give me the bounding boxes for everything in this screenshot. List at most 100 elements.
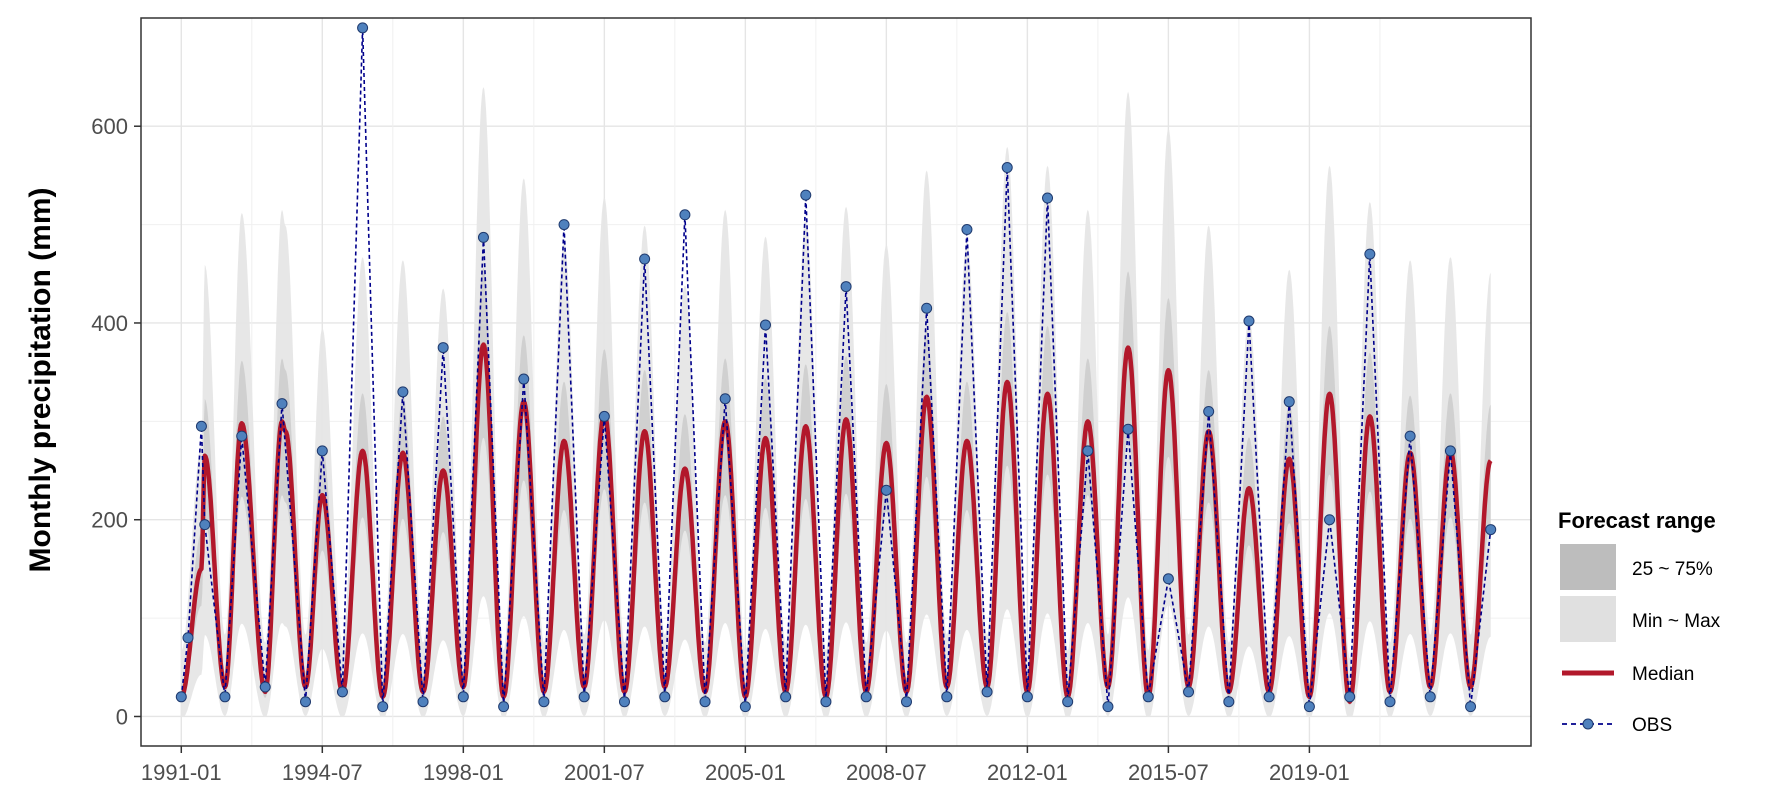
obs-point (739, 701, 751, 713)
obs-point (800, 189, 812, 201)
legend-key-minmax (1560, 596, 1616, 642)
band-min-max (181, 87, 1491, 717)
obs-point (1324, 514, 1336, 526)
obs-point (1404, 430, 1416, 442)
x-tick-label: 1994-07 (282, 760, 363, 785)
y-tick-label: 0 (116, 704, 128, 729)
obs-point (1001, 162, 1013, 174)
obs-point (300, 696, 312, 708)
y-tick-label: 400 (91, 311, 128, 336)
legend-label-obs: OBS (1632, 715, 1672, 736)
obs-point (1384, 696, 1396, 708)
obs-line (180, 27, 1492, 707)
obs-point (437, 342, 449, 354)
x-tick-label: 2019-01 (1269, 760, 1350, 785)
obs-point (1344, 691, 1356, 703)
obs-point (1465, 701, 1477, 713)
obs-point (219, 691, 231, 703)
obs-point (1444, 445, 1456, 457)
obs-point (941, 691, 953, 703)
x-tick-label: 2015-07 (1128, 760, 1209, 785)
obs-point (1122, 423, 1134, 435)
obs-point (1102, 701, 1114, 713)
obs-point (1303, 701, 1315, 713)
obs-point (880, 484, 892, 496)
legend-title: Forecast range (1558, 508, 1716, 533)
obs-point (259, 681, 271, 693)
legend-label-minmax: Min ~ Max (1632, 611, 1721, 632)
obs-point (1424, 691, 1436, 703)
obs-point (538, 696, 550, 708)
obs-point (357, 22, 369, 34)
obs-point (1203, 406, 1215, 418)
obs-point (659, 691, 671, 703)
plot-panel-border (140, 17, 1532, 747)
obs-point (679, 209, 691, 221)
obs-series (175, 22, 1497, 713)
x-tick-label: 2012-01 (987, 760, 1068, 785)
obs-point (860, 691, 872, 703)
obs-point (921, 302, 933, 314)
median-line (179, 342, 1493, 704)
x-tick-label: 1998-01 (423, 760, 504, 785)
y-axis-title: Monthly precipitation (mm) (24, 188, 57, 573)
band-25-75 (181, 267, 1491, 706)
obs-point (1364, 248, 1376, 260)
obs-point (1042, 192, 1054, 204)
obs-point (820, 696, 832, 708)
legend-key-iqr (1560, 544, 1616, 590)
obs-point (1162, 573, 1174, 585)
obs-point (618, 696, 630, 708)
legend: Forecast range 25 ~ 75% Min ~ Max Median… (1558, 508, 1721, 736)
obs-point (175, 691, 187, 703)
obs-point (558, 219, 570, 231)
obs-point (1142, 691, 1154, 703)
obs-point (1283, 396, 1295, 408)
obs-point (182, 632, 194, 644)
obs-point (759, 319, 771, 331)
obs-point (1485, 524, 1497, 536)
obs-point (417, 696, 429, 708)
obs-point (477, 231, 489, 243)
obs-point (377, 701, 389, 713)
legend-label-iqr: 25 ~ 75% (1632, 559, 1713, 580)
x-tick-label: 2005-01 (705, 760, 786, 785)
legend-key-obs-point (1582, 718, 1594, 730)
obs-point (397, 386, 409, 398)
median-series (179, 342, 1493, 704)
obs-point (1223, 696, 1235, 708)
y-tick-label: 600 (91, 114, 128, 139)
forecast-bands (181, 87, 1491, 717)
obs-point (639, 253, 651, 265)
axes: 0 200 400 600 1991-01 1994-07 1998-01 2001-07 20… (91, 114, 1349, 785)
obs-point (336, 686, 348, 698)
legend-label-median: Median (1632, 664, 1694, 685)
obs-point (780, 691, 792, 703)
obs-point (699, 696, 711, 708)
obs-point (236, 430, 248, 442)
obs-point (840, 281, 852, 293)
obs-point (199, 519, 211, 531)
obs-point (1183, 686, 1195, 698)
obs-point (981, 686, 993, 698)
obs-point (961, 224, 973, 236)
obs-point (457, 691, 469, 703)
y-tick-label: 200 (91, 508, 128, 533)
obs-point (1243, 315, 1255, 327)
obs-point (1021, 691, 1033, 703)
obs-point (901, 696, 913, 708)
obs-point (518, 373, 530, 385)
obs-point (1062, 696, 1074, 708)
obs-point (276, 398, 288, 410)
obs-point (719, 393, 731, 405)
obs-point (498, 701, 510, 713)
obs-point (1082, 445, 1094, 457)
obs-point (1263, 691, 1275, 703)
x-tick-label: 1991-01 (141, 760, 222, 785)
obs-point (598, 410, 610, 422)
obs-point (316, 445, 328, 457)
obs-point (195, 420, 207, 432)
x-tick-label: 2001-07 (564, 760, 645, 785)
obs-point (578, 691, 590, 703)
